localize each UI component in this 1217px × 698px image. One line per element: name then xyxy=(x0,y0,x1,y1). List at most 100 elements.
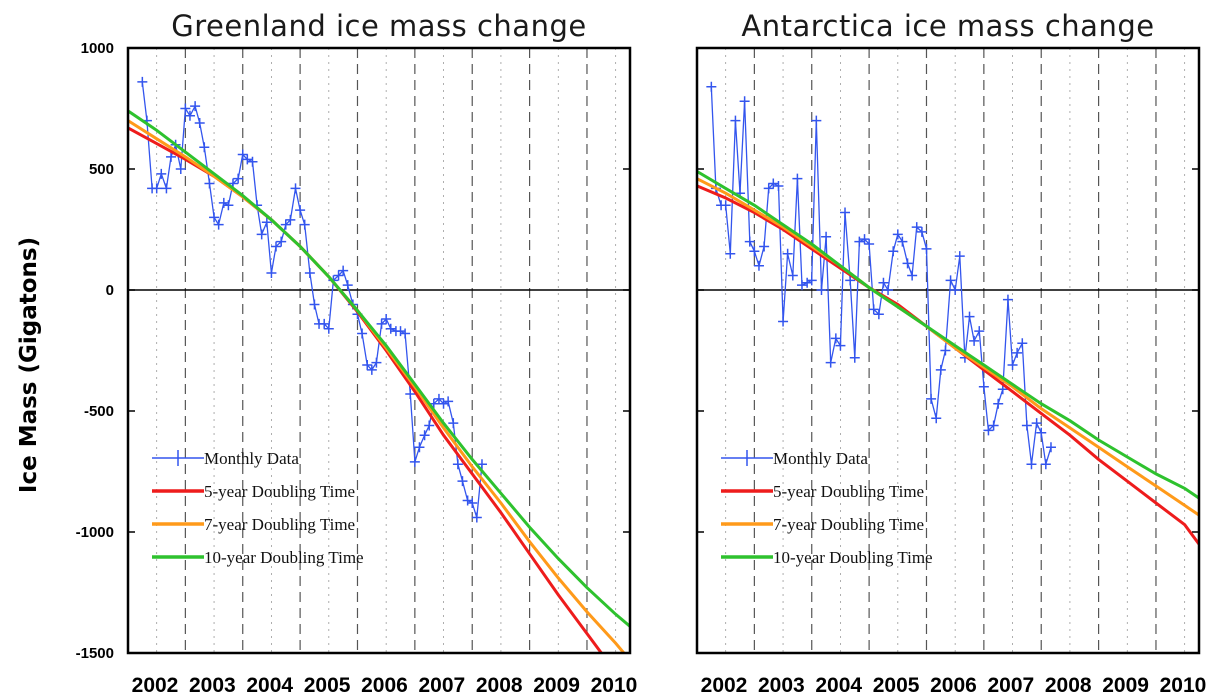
monthly-data-point xyxy=(725,248,736,259)
monthly-data-point xyxy=(381,314,392,325)
monthly-data-point xyxy=(342,280,353,291)
monthly-data-point xyxy=(184,110,195,121)
x-tick-label: 2009 xyxy=(1102,674,1149,697)
monthly-data-point xyxy=(161,183,172,194)
monthly-data-point xyxy=(993,398,1004,409)
plot-area xyxy=(128,76,630,653)
monthly-data-point xyxy=(744,236,755,247)
monthly-data-point xyxy=(945,275,956,286)
monthly-data-point xyxy=(166,151,177,162)
legend-label: Monthly Data xyxy=(204,449,299,468)
monthly-data-point xyxy=(878,277,889,288)
monthly-data-point xyxy=(194,118,205,129)
monthly-data-point xyxy=(319,318,330,329)
monthly-data-point xyxy=(362,360,373,371)
x-tick-label: 2008 xyxy=(476,674,523,697)
monthly-data-point xyxy=(199,142,210,153)
legend: Monthly Data 5-year Doubling Time 7-year D… xyxy=(152,449,364,567)
monthly-data-point xyxy=(854,236,865,247)
monthly-data-point xyxy=(304,268,315,279)
monthly-data-point xyxy=(1017,338,1028,349)
monthly-data-point xyxy=(720,200,731,211)
monthly-data-point xyxy=(151,183,162,194)
monthly-data-point xyxy=(1026,459,1037,470)
monthly-data-point xyxy=(907,270,918,281)
monthly-data-point xyxy=(438,398,449,409)
monthly-data-point xyxy=(821,231,832,242)
monthly-data-point xyxy=(1012,347,1023,358)
monthly-data-point xyxy=(299,219,310,230)
monthly-data-point xyxy=(835,340,846,351)
x-tick-label: 2007 xyxy=(418,674,465,697)
monthly-data-point xyxy=(266,268,277,279)
series-monthly-data-line xyxy=(710,86,1052,465)
monthly-data-point xyxy=(471,512,482,523)
monthly-data-point xyxy=(247,156,258,167)
monthly-data-point xyxy=(1040,459,1051,470)
monthly-data-point xyxy=(730,115,741,126)
monthly-data-point xyxy=(892,229,903,240)
monthly-data-point xyxy=(796,280,807,291)
monthly-data-point xyxy=(452,459,463,470)
plot-frame xyxy=(126,46,632,655)
monthly-data-point xyxy=(276,236,287,247)
monthly-data-point xyxy=(190,101,201,112)
monthly-data-point xyxy=(242,154,253,165)
monthly-data-point xyxy=(405,389,416,400)
monthly-data-point xyxy=(295,205,306,216)
monthly-data-point xyxy=(759,241,770,252)
x-tick-label: 2008 xyxy=(1045,674,1092,697)
monthly-data-point xyxy=(395,326,406,337)
monthly-data-point xyxy=(218,197,229,208)
legend-label: 7-year Doubling Time xyxy=(204,515,355,534)
greenland-chart-panel: Greenland ice mass change 1000 500 0 -500 -10… xyxy=(76,9,638,697)
monthly-data-point xyxy=(476,459,487,470)
x-tick-label: 2010 xyxy=(1160,674,1207,697)
monthly-data-point xyxy=(873,309,884,320)
y-axis-label: Ice Mass (Gigatons) xyxy=(16,237,42,493)
monthly-data-point xyxy=(830,333,841,344)
legend-label: 10-year Doubling Time xyxy=(773,548,933,567)
legend-label: 10-year Doubling Time xyxy=(204,548,364,567)
monthly-data-point xyxy=(1021,420,1032,431)
series-7-year-doubling-line xyxy=(697,177,1199,517)
monthly-data-point xyxy=(916,226,927,237)
monthly-data-point xyxy=(237,149,248,160)
x-tick-label: 2003 xyxy=(189,674,236,697)
monthly-data-point xyxy=(419,430,430,441)
monthly-data-point xyxy=(888,246,899,257)
monthly-data-point xyxy=(983,425,994,436)
legend: Monthly Data 5-year Doubling Time 7-year D… xyxy=(721,449,933,567)
monthly-data-point xyxy=(935,364,946,375)
monthly-data-point xyxy=(448,418,459,429)
y-tick-label: 500 xyxy=(89,161,114,178)
monthly-data-point xyxy=(180,103,191,114)
monthly-data-point xyxy=(223,200,234,211)
monthly-data-point xyxy=(433,393,444,404)
x-tick-label: 2006 xyxy=(361,674,408,697)
monthly-data-point xyxy=(333,270,344,281)
monthly-data-point xyxy=(763,183,774,194)
monthly-data-point xyxy=(931,413,942,424)
monthly-data-point xyxy=(1031,418,1042,429)
monthly-data-point xyxy=(969,335,980,346)
monthly-data-point xyxy=(902,258,913,269)
monthly-data-point xyxy=(233,173,244,184)
monthly-data-point xyxy=(926,393,937,404)
monthly-data-point xyxy=(782,248,793,259)
plot-frame xyxy=(695,46,1201,655)
monthly-data-point xyxy=(825,357,836,368)
monthly-data-point xyxy=(376,318,387,329)
monthly-data-point xyxy=(285,214,296,225)
monthly-data-point xyxy=(1002,294,1013,305)
monthly-data-point xyxy=(409,456,420,467)
monthly-data-point xyxy=(845,275,856,286)
y-tick-label: -1000 xyxy=(76,524,114,541)
monthly-data-point xyxy=(209,212,220,223)
monthly-data-point xyxy=(462,495,473,506)
monthly-data-point xyxy=(964,311,975,322)
series-5-year-doubling-line xyxy=(128,126,604,653)
series-10-year-doubling-line xyxy=(128,109,630,628)
monthly-data-point xyxy=(338,265,349,276)
